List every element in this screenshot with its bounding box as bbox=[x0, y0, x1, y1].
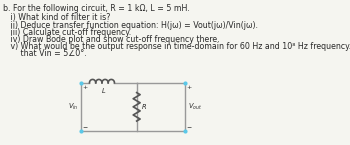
Text: R: R bbox=[141, 104, 146, 110]
Text: ii) Deduce transfer function equation: H(jω) = Vout(jω)/Vin(jω).: ii) Deduce transfer function equation: H… bbox=[4, 21, 258, 30]
Text: L: L bbox=[102, 88, 105, 94]
Text: $V_{in}$: $V_{in}$ bbox=[68, 102, 78, 112]
Text: b. For the following circuit, R = 1 kΩ, L = 5 mH.: b. For the following circuit, R = 1 kΩ, … bbox=[4, 4, 190, 13]
Text: v) What would be the output response in time-domain for 60 Hz and 10⁸ Hz frequen: v) What would be the output response in … bbox=[4, 42, 350, 51]
Text: iv) Draw Bode plot and show cut-off frequency there.: iv) Draw Bode plot and show cut-off freq… bbox=[4, 35, 220, 44]
Text: that Vin = 5∠0°.: that Vin = 5∠0°. bbox=[4, 49, 87, 58]
Text: iii) Calculate cut-off frequency.: iii) Calculate cut-off frequency. bbox=[4, 28, 132, 37]
Text: +: + bbox=[83, 85, 88, 90]
Text: +: + bbox=[187, 85, 192, 90]
Text: $V_{out}$: $V_{out}$ bbox=[188, 102, 202, 112]
Text: −: − bbox=[83, 124, 88, 129]
Text: i) What kind of filter it is?: i) What kind of filter it is? bbox=[4, 13, 111, 22]
Text: −: − bbox=[187, 124, 192, 129]
